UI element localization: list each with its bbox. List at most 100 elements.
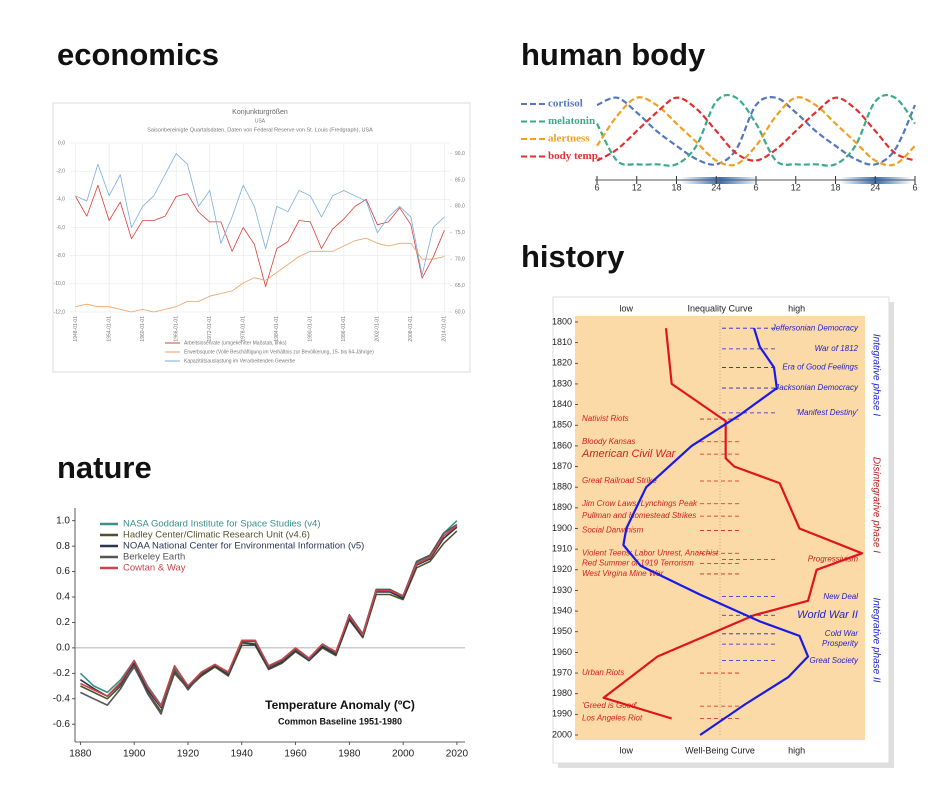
x-tick-label: 12 xyxy=(791,182,801,192)
y-tick-label: -2,0 xyxy=(56,168,65,174)
event-label: Cold War xyxy=(825,629,859,638)
series-line xyxy=(602,328,864,720)
x-tick-label: 2020 xyxy=(446,749,469,760)
event-label: Great Railroad Strike xyxy=(582,476,657,485)
x-tick-label: 1900 xyxy=(123,749,146,760)
y-tick-label: 2000 xyxy=(552,729,572,739)
phase-label: Integrative phase I xyxy=(870,334,881,416)
legend-label: NOAA National Center for Environmental I… xyxy=(123,541,364,552)
x-tick-label: 18 xyxy=(830,182,840,192)
event-label: World War II xyxy=(797,609,858,621)
y-tick-label: 1850 xyxy=(552,420,572,430)
y2-tick-label: 70,0 xyxy=(455,257,465,263)
y-tick-label: 1890 xyxy=(552,502,572,512)
y-tick-label: 0.0 xyxy=(56,643,70,654)
y-tick-label: 1980 xyxy=(552,688,572,698)
x-tick-label: 18 xyxy=(671,182,681,192)
y2-tick-label: 75,0 xyxy=(455,230,465,236)
heading: human body xyxy=(521,37,706,72)
x-tick-label: 24 xyxy=(870,182,880,192)
series-line xyxy=(622,327,810,736)
legend-label: melatonin xyxy=(548,115,595,127)
legend-label: cortisol xyxy=(548,98,583,110)
x-tick-label: 6 xyxy=(912,182,917,192)
y2-tick-label: 80,0 xyxy=(455,204,465,210)
y-tick-label: -0.2 xyxy=(53,668,71,679)
y-tick-label: 1840 xyxy=(552,399,572,409)
series-line xyxy=(79,526,458,709)
y-tick-label: 1970 xyxy=(552,667,572,677)
event-label: American Civil War xyxy=(581,448,677,460)
series-line xyxy=(80,523,458,715)
annotation: Common Baseline 1951-1980 xyxy=(278,716,402,726)
y-tick-label: 0.4 xyxy=(56,592,70,603)
y-tick-label: 1830 xyxy=(552,378,572,388)
x-tick-label-top: high xyxy=(788,303,805,313)
legend-label: Arbeitslosenrate (umgekehrter Maßstab, l… xyxy=(184,340,287,346)
event-label: Social Darwinism xyxy=(582,526,644,535)
event-label: Violent Teens: Labor Unrest, Anarchist xyxy=(582,548,719,557)
legend-label: Hadley Center/Climatic Research Unit (v4… xyxy=(123,530,310,541)
event-label: Los Angeles Riot xyxy=(582,714,643,723)
event-label: Great Society xyxy=(810,656,859,665)
annotation: Temperature Anomaly (ºC) xyxy=(265,698,415,712)
y-tick-label: -10,0 xyxy=(54,281,66,287)
heading: nature xyxy=(57,450,152,485)
event-label: 'Greed is Good' xyxy=(582,701,638,710)
series-line xyxy=(75,153,445,276)
x-tick-label: 1990-01-01 xyxy=(308,316,314,342)
series-name: Well-Being Curve xyxy=(685,745,755,755)
x-tick-label: 1920 xyxy=(177,749,200,760)
y-tick-label: 1930 xyxy=(552,585,572,595)
y-tick-label: 1860 xyxy=(552,440,572,450)
x-tick-label: 1960 xyxy=(284,749,307,760)
y-tick-label: -12,0 xyxy=(54,309,66,315)
y-tick-label: 1920 xyxy=(552,564,572,574)
x-tick-label: 1880 xyxy=(69,749,92,760)
series-line xyxy=(596,96,916,162)
y-tick-label: 1990 xyxy=(552,709,572,719)
y2-tick-label: 85,0 xyxy=(455,177,465,183)
x-tick-label: 1948-01-01 xyxy=(73,316,79,342)
legend-label: Erwerbsquote (Volle Beschäftigung im Ver… xyxy=(184,349,374,355)
y-tick-label: 1880 xyxy=(552,482,572,492)
y2-tick-label: 65,0 xyxy=(455,283,465,289)
y-tick-label: 1800 xyxy=(552,316,572,326)
heading: history xyxy=(521,239,625,274)
x-tick-label: 6 xyxy=(594,182,599,192)
x-tick-label: 2014-01-01 xyxy=(442,316,448,342)
y-tick-label: 1.0 xyxy=(56,515,70,526)
x-tick-label: 1966-01-01 xyxy=(174,316,180,342)
series-line xyxy=(596,96,916,167)
chart-description: Saisonbereinigte Quartalsdaten, Daten vo… xyxy=(147,127,373,133)
x-tick-label: 2000 xyxy=(392,749,415,760)
y-tick-label: -4,0 xyxy=(56,197,65,203)
event-label: War of 1812 xyxy=(815,344,859,353)
y-tick-label: 0.2 xyxy=(56,617,70,628)
x-tick-label: 1996-01-01 xyxy=(341,316,347,342)
legend-label: alertness xyxy=(548,133,590,145)
y-tick-label: -8,0 xyxy=(56,253,65,259)
y-tick-label: 1820 xyxy=(552,358,572,368)
y2-tick-label: 60,0 xyxy=(455,309,465,315)
event-label: New Deal xyxy=(823,592,858,601)
y-tick-label: 1810 xyxy=(552,337,572,347)
x-tick-label: 1984-01-01 xyxy=(274,316,280,342)
y-tick-label: 0.8 xyxy=(56,541,70,552)
x-tick-label: 1940 xyxy=(231,749,254,760)
legend-label: Berkeley Earth xyxy=(123,552,185,563)
series-line xyxy=(75,184,445,287)
event-label: Progressivism xyxy=(808,555,859,564)
event-label: Urban Riots xyxy=(582,668,624,677)
series-line xyxy=(80,525,458,708)
event-label: Jeffersonian Democracy xyxy=(771,323,859,332)
y-tick-label: 1910 xyxy=(552,544,572,554)
x-tick-label: 1978-01-01 xyxy=(241,316,247,342)
series-line xyxy=(596,96,917,166)
x-tick-label: 1954-01-01 xyxy=(106,316,112,342)
event-label: Jacksonian Democracy xyxy=(774,383,859,392)
x-tick-label: 1980 xyxy=(338,749,361,760)
y-tick-label: -6,0 xyxy=(56,225,65,231)
event-label: Era of Good Feelings xyxy=(782,363,858,372)
